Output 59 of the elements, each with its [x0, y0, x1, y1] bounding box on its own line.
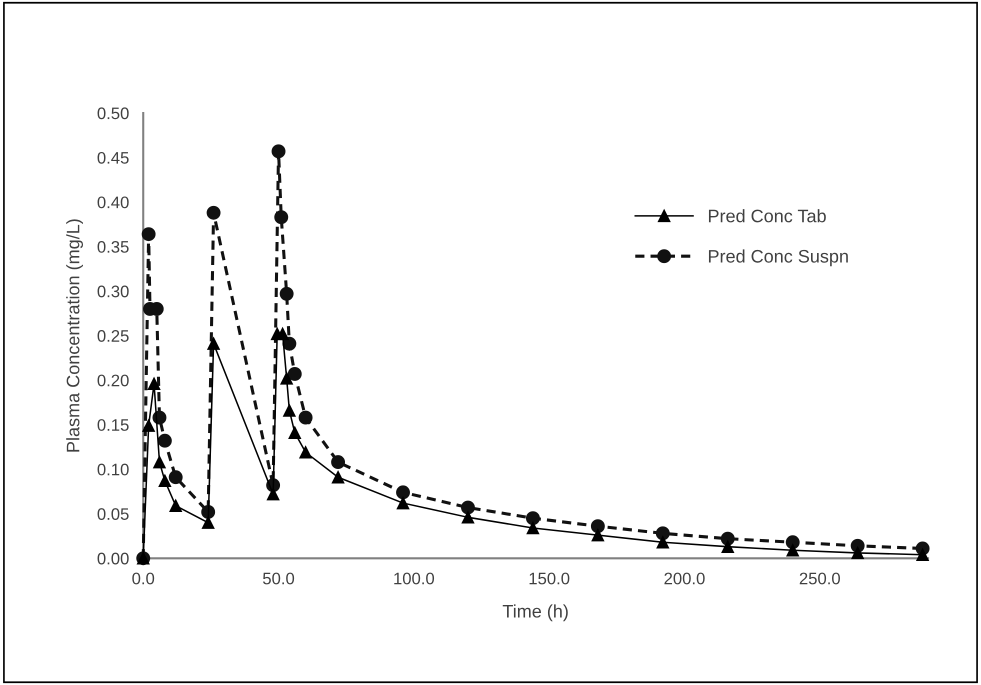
point	[153, 456, 166, 468]
y-tick-label: 0.30	[98, 286, 129, 298]
point	[590, 519, 605, 534]
y-tick-label: 0.40	[98, 196, 129, 208]
point	[280, 372, 293, 385]
y-tick-label: 0.05	[98, 508, 129, 520]
x-tick-label: 50.0	[262, 572, 294, 584]
x-tick-label: 250.0	[800, 572, 840, 584]
point	[272, 144, 286, 158]
y-tick-label: 0.10	[98, 464, 129, 476]
y-tick-label: 0.50	[98, 107, 129, 120]
point	[168, 470, 183, 484]
x-tick-label: 150.0	[530, 572, 570, 584]
y-tick-label: 0.45	[98, 152, 129, 164]
y-tick-label: 0.00	[98, 552, 129, 564]
point	[288, 366, 302, 381]
point	[592, 528, 604, 542]
point	[331, 455, 346, 470]
point	[526, 522, 540, 534]
point	[148, 377, 160, 390]
point	[276, 328, 289, 340]
point	[396, 485, 410, 500]
point	[158, 474, 172, 488]
point	[207, 337, 220, 350]
point	[916, 548, 929, 561]
point	[299, 446, 312, 459]
point	[283, 404, 296, 417]
point	[656, 526, 670, 540]
point	[274, 210, 288, 224]
x-tick-label: 200.0	[664, 572, 705, 584]
point	[298, 410, 313, 425]
y-tick-label: 0.15	[98, 419, 129, 431]
x-tick-label: 0.0	[132, 572, 154, 584]
y-axis-title: Plasma Concentration (mg/L)	[66, 219, 84, 452]
point	[332, 470, 344, 484]
legend-label: Pred Conc Suspn	[708, 249, 848, 266]
point	[158, 434, 172, 448]
point	[169, 499, 182, 512]
y-tick-label: 0.25	[98, 330, 129, 342]
point	[142, 227, 156, 242]
point	[202, 516, 214, 529]
point	[786, 544, 799, 557]
point	[142, 419, 155, 432]
point	[462, 511, 474, 524]
point	[656, 536, 670, 548]
point	[461, 500, 475, 514]
point	[206, 206, 221, 220]
x-tick-label: 100.0	[394, 572, 434, 584]
point	[266, 488, 280, 500]
point	[526, 511, 540, 526]
x-axis-title: Time (h)	[502, 604, 568, 622]
point	[280, 286, 294, 301]
legend-label: Pred Conc Tab	[708, 209, 826, 222]
point	[722, 540, 734, 553]
point	[288, 426, 302, 439]
point	[396, 496, 410, 510]
y-tick-label: 0.20	[98, 374, 129, 386]
y-tick-label: 0.35	[98, 241, 129, 253]
point	[851, 546, 864, 560]
